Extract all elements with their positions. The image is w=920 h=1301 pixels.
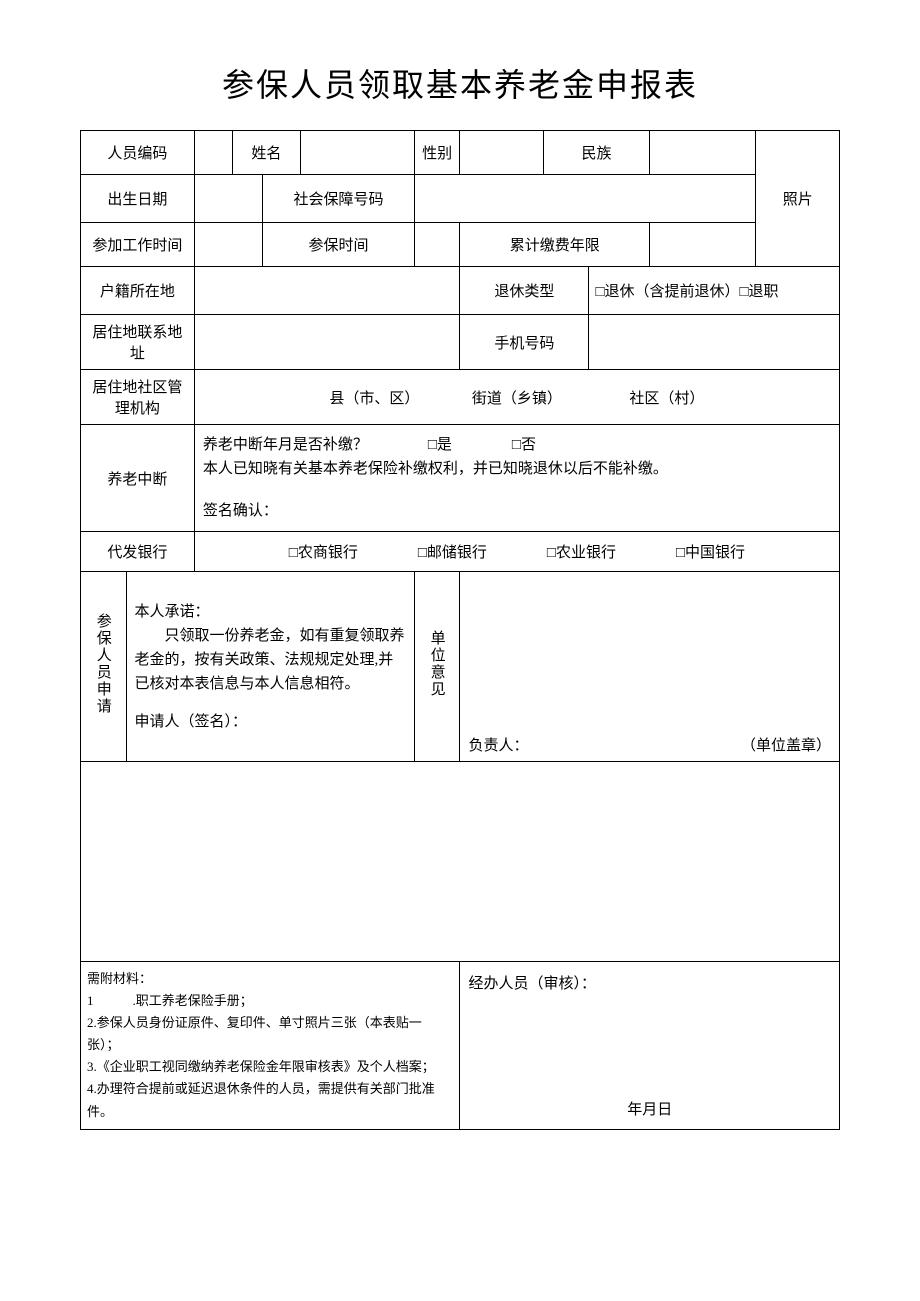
field-birth-date[interactable] — [194, 175, 262, 223]
label-birth-date: 出生日期 — [81, 175, 195, 223]
label-ssn: 社会保障号码 — [263, 175, 415, 223]
label-bank: 代发银行 — [81, 532, 195, 572]
declare-body: 只领取一份养老金，如有重复领取养老金的，按有关政策、法规规定处理,并已核对本表信… — [135, 624, 406, 696]
reviewer-block[interactable]: 经办人员（审核）： 年月日 — [460, 962, 840, 1130]
field-ethnicity[interactable] — [650, 131, 756, 175]
field-person-code[interactable] — [194, 131, 232, 175]
label-retire-type: 退休类型 — [460, 267, 589, 315]
reviewer-label: 经办人员（审核）： — [468, 972, 831, 993]
label-person-code: 人员编码 — [81, 131, 195, 175]
label-address: 居住地联系地址 — [81, 315, 195, 370]
materials-4: 4.办理符合提前或延迟退休条件的人员，需提供有关部门批准件。 — [87, 1078, 453, 1122]
form-title: 参保人员领取基本养老金申报表 — [80, 60, 840, 106]
interrupt-question: 养老中断年月是否补缴？ □是 □否 — [203, 433, 831, 457]
declare-signer[interactable]: 申请人（签名）： — [135, 710, 406, 734]
field-phone[interactable] — [589, 315, 840, 370]
blank-area — [81, 762, 840, 962]
label-unit-opinion: 单位意见 — [414, 572, 460, 762]
materials-2: 2.参保人员身份证原件、复印件、单寸照片三张（本表贴一张）； — [87, 1012, 453, 1056]
materials-header: 需附材料： — [87, 968, 453, 990]
label-insure-time: 参保时间 — [263, 223, 415, 267]
label-phone: 手机号码 — [460, 315, 589, 370]
field-work-start[interactable] — [194, 223, 262, 267]
unit-leader: 负责人： — [468, 734, 528, 755]
field-address[interactable] — [194, 315, 460, 370]
pension-declaration-table: 人员编码 姓名 性别 民族 照片 出生日期 社会保障号码 参加工作时间 参保时间… — [80, 130, 840, 1130]
materials-1: 1 .职工养老保险手册； — [87, 990, 453, 1012]
field-bank[interactable]: □农商银行 □邮储银行 □农业银行 □中国银行 — [194, 532, 839, 572]
label-gender: 性别 — [414, 131, 460, 175]
field-gender[interactable] — [460, 131, 543, 175]
field-name[interactable] — [301, 131, 415, 175]
label-community-org: 居住地社区管理机构 — [81, 370, 195, 425]
interrupt-sign: 签名确认： — [203, 499, 831, 523]
unit-seal: （单位盖章） — [741, 734, 831, 755]
label-name: 姓名 — [232, 131, 300, 175]
field-insure-time[interactable] — [414, 223, 460, 267]
label-applicant-declare: 参保人员申请 — [81, 572, 127, 762]
label-interrupt: 养老中断 — [81, 425, 195, 532]
label-household: 户籍所在地 — [81, 267, 195, 315]
label-total-years: 累计缴费年限 — [460, 223, 650, 267]
materials-3: 3.《企业职工视同缴纳养老保险金年限审核表》及个人档案； — [87, 1056, 453, 1078]
declare-header: 本人承诺： — [135, 600, 406, 624]
field-community-org[interactable]: 县（市、区） 街道（乡镇） 社区（村） — [194, 370, 839, 425]
field-ssn[interactable] — [414, 175, 756, 223]
field-interrupt[interactable]: 养老中断年月是否补缴？ □是 □否 本人已知晓有关基本养老保险补缴权利，并已知晓… — [194, 425, 839, 532]
photo-cell: 照片 — [756, 131, 840, 267]
field-retire-type[interactable]: □退休（含提前退休）□退职 — [589, 267, 840, 315]
label-ethnicity: 民族 — [543, 131, 649, 175]
materials-block: 需附材料： 1 .职工养老保险手册； 2.参保人员身份证原件、复印件、单寸照片三… — [81, 962, 460, 1130]
applicant-declare-block: 本人承诺： 只领取一份养老金，如有重复领取养老金的，按有关政策、法规规定处理,并… — [126, 572, 414, 762]
interrupt-note: 本人已知晓有关基本养老保险补缴权利，并已知晓退休以后不能补缴。 — [203, 457, 831, 481]
reviewer-date: 年月日 — [460, 1098, 839, 1119]
unit-opinion-block[interactable]: 负责人： （单位盖章） — [460, 572, 840, 762]
label-work-start: 参加工作时间 — [81, 223, 195, 267]
field-total-years[interactable] — [650, 223, 756, 267]
field-household[interactable] — [194, 267, 460, 315]
